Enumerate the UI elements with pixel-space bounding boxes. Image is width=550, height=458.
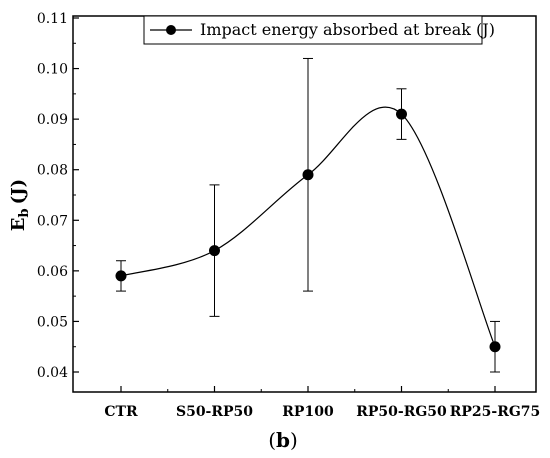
x-tick-label: RP100 bbox=[282, 404, 334, 420]
y-tick-label: 0.11 bbox=[37, 11, 68, 27]
error-bars bbox=[116, 57, 500, 373]
data-point bbox=[115, 270, 127, 282]
y-tick-label: 0.05 bbox=[37, 314, 68, 330]
series-curve bbox=[120, 106, 496, 347]
y-axis-title-unit: (J) bbox=[8, 179, 29, 205]
data-points bbox=[115, 108, 501, 353]
legend: Impact energy absorbed at break (J) bbox=[143, 15, 495, 45]
data-point bbox=[396, 108, 407, 120]
panel-label: (b) bbox=[268, 428, 298, 452]
legend-marker bbox=[166, 25, 176, 35]
y-tick-label: 0.08 bbox=[37, 163, 68, 179]
legend-label: Impact energy absorbed at break (J) bbox=[200, 20, 495, 39]
panel-label-letter: b bbox=[276, 428, 290, 452]
legend-box bbox=[143, 15, 483, 45]
data-point bbox=[489, 341, 501, 353]
y-axis: 0.04 0.05 0.06 0.07 0.08 0.09 0.10 0.11 bbox=[37, 11, 79, 381]
x-tick-label: RP50-RG50 bbox=[356, 404, 447, 420]
x-axis: CTR S50-RP50 RP100 RP50-RG50 RP25-RG75 bbox=[104, 386, 540, 420]
data-point bbox=[209, 245, 220, 257]
x-tick-label: CTR bbox=[104, 404, 138, 420]
y-tick-label: 0.06 bbox=[37, 264, 68, 280]
y-tick-label: 0.10 bbox=[37, 62, 68, 78]
data-point bbox=[302, 169, 314, 181]
y-tick-label: 0.09 bbox=[37, 112, 68, 128]
x-tick-label: S50-RP50 bbox=[176, 404, 253, 420]
y-axis-title-sub: b bbox=[17, 208, 32, 217]
y-axis-title-main: E bbox=[8, 217, 29, 231]
plot-frame bbox=[72, 15, 537, 393]
y-tick-label: 0.07 bbox=[37, 213, 68, 229]
y-axis-title: Eb (J) bbox=[8, 179, 32, 231]
y-tick-label: 0.04 bbox=[37, 365, 68, 381]
x-tick-label: RP25-RG75 bbox=[450, 404, 541, 420]
